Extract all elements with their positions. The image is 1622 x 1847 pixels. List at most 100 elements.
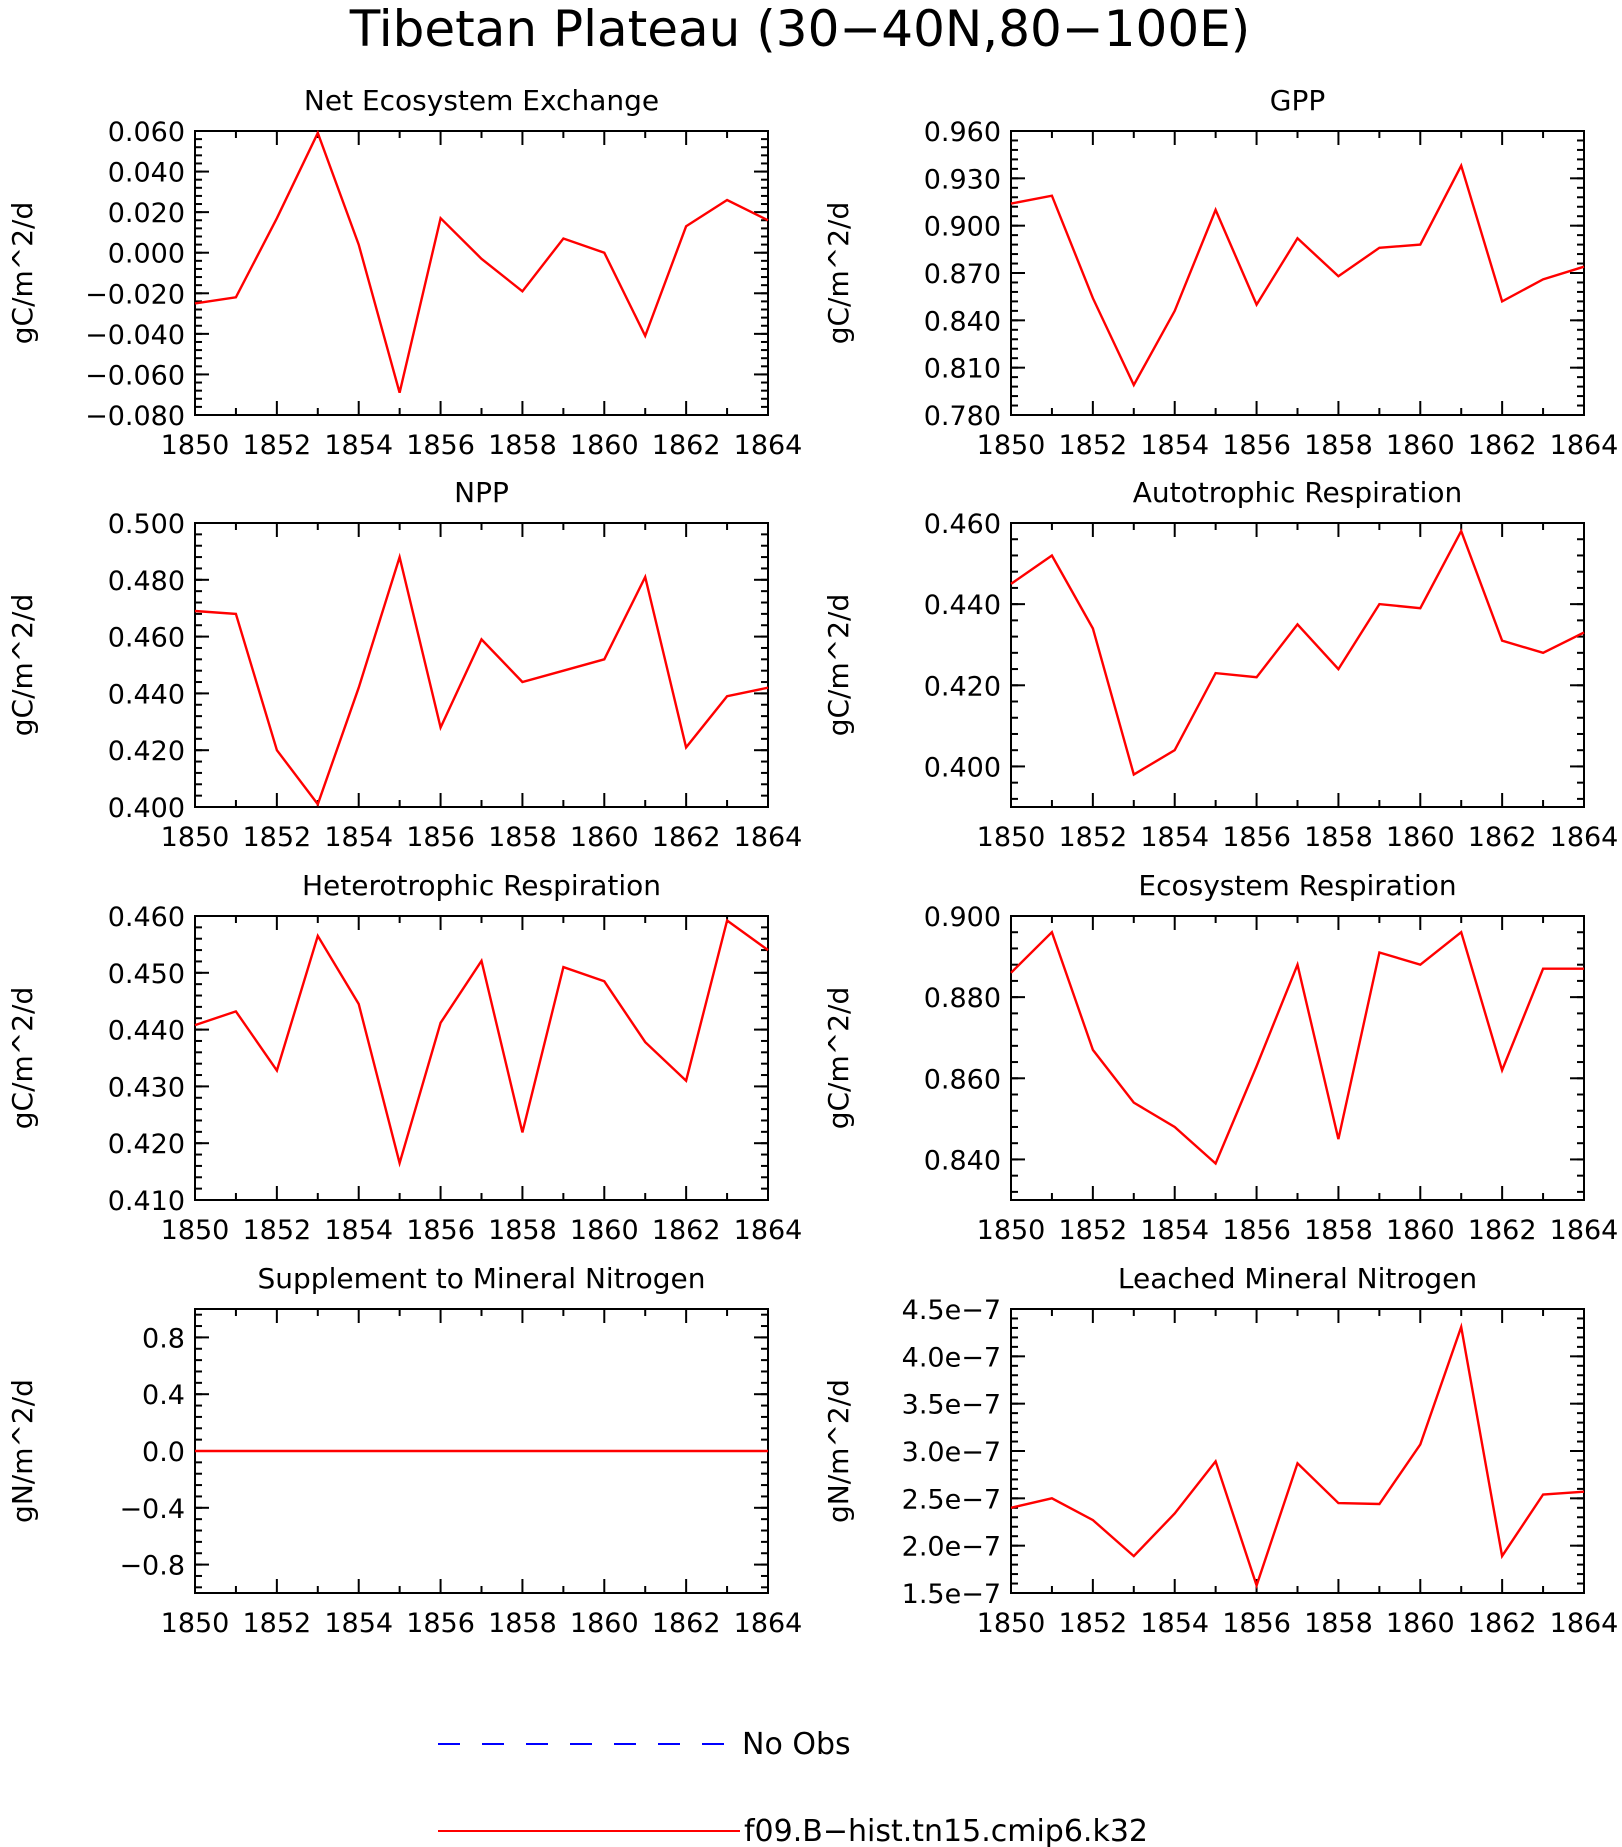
x-tick-label: 1860	[570, 1215, 639, 1246]
series-line	[1010, 1322, 1585, 1590]
x-tick-label: 1854	[1140, 822, 1209, 853]
y-tick-label: 0.420	[108, 736, 185, 767]
x-tick-label: 1854	[324, 1608, 393, 1639]
y-tick-label: 0.000	[108, 239, 185, 270]
y-tick-label: 0.440	[108, 679, 185, 710]
y-tick-label: 0.060	[108, 117, 185, 148]
y-tick-label: 3.5e−7	[902, 1390, 1001, 1421]
y-tick-label: −0.060	[85, 360, 185, 391]
y-axis-label: gC/m^2/d	[6, 594, 39, 737]
panel-heterotrophic-respiration: 1850 1852 1854 1856 1858 1860 1862 1864 0.410 0.4…	[6, 869, 802, 1246]
y-tick-label: 0.870	[924, 259, 1001, 290]
y-tick-label: 2.5e−7	[902, 1484, 1001, 1515]
x-tick-label: 1862	[652, 1215, 721, 1246]
panel-supplement-to-mineral-nitrogen: 1850 1852 1854 1856 1858 1860 1862 1864 −0.8 −0.4…	[6, 1262, 802, 1639]
y-tick-label: 0.880	[924, 983, 1001, 1014]
x-tick-label: 1862	[652, 1608, 721, 1639]
x-tick-label: 1862	[652, 822, 721, 853]
panel-title: Net Ecosystem Exchange	[304, 84, 659, 117]
x-tick-label: 1864	[1550, 822, 1619, 853]
x-tick-label: 1854	[1140, 430, 1209, 461]
x-tick-label: 1864	[1550, 430, 1619, 461]
x-tick-label: 1858	[1304, 430, 1373, 461]
y-tick-label: 0.8	[142, 1323, 185, 1354]
y-axis-label: gC/m^2/d	[6, 987, 39, 1130]
x-tick-label: 1854	[1140, 1608, 1209, 1639]
x-tick-label: 1860	[1386, 430, 1455, 461]
x-tick-label: 1860	[1386, 1608, 1455, 1639]
panel-leached-mineral-nitrogen: 1850 1852 1854 1856 1858 1860 1862 1864 1.5e−7 2.…	[822, 1262, 1618, 1639]
y-tick-label: 3.0e−7	[902, 1437, 1001, 1468]
y-tick-label: 0.440	[924, 590, 1001, 621]
x-tick-label: 1858	[1304, 822, 1373, 853]
plot-frame	[194, 522, 769, 808]
y-axis-label: gN/m^2/d	[6, 1379, 39, 1523]
x-tick-label: 1852	[1058, 1608, 1127, 1639]
x-tick-label: 1864	[734, 1608, 803, 1639]
y-tick-label: 0.040	[108, 158, 185, 189]
legend-label-no-obs: No Obs	[742, 1727, 851, 1762]
series-line	[1010, 930, 1584, 1166]
x-tick-label: 1850	[977, 430, 1046, 461]
y-tick-label: 0.410	[108, 1186, 185, 1217]
plot-frame	[1010, 522, 1585, 808]
x-tick-label: 1858	[488, 430, 557, 461]
plot-frame	[1010, 130, 1585, 416]
y-tick-label: 0.810	[924, 354, 1001, 385]
series-line	[1010, 162, 1585, 388]
x-tick-label: 1860	[1386, 822, 1455, 853]
y-tick-label: 0.020	[108, 198, 185, 229]
x-tick-label: 1860	[570, 822, 639, 853]
y-axis-label: gC/m^2/d	[822, 594, 855, 737]
panel-title: Leached Mineral Nitrogen	[1118, 1262, 1477, 1295]
y-tick-label: 0.780	[924, 401, 1001, 432]
y-tick-label: 0.400	[924, 752, 1001, 783]
x-tick-label: 1854	[324, 822, 393, 853]
y-tick-label: 0.460	[108, 623, 185, 654]
y-tick-label: 0.900	[924, 902, 1001, 933]
panel-net-ecosystem-exchange: 1850 1852 1854 1856 1858 1860 1862 1864 −0.080 −0…	[6, 84, 802, 461]
x-tick-label: 1856	[406, 1608, 475, 1639]
y-tick-label: 0.420	[924, 671, 1001, 702]
y-tick-label: 0.420	[108, 1129, 185, 1160]
x-tick-label: 1856	[1222, 1215, 1291, 1246]
y-tick-label: −0.080	[85, 401, 185, 432]
x-tick-label: 1864	[734, 430, 803, 461]
x-tick-label: 1860	[1386, 1215, 1455, 1246]
y-tick-label: 2.0e−7	[902, 1532, 1001, 1563]
x-tick-label: 1862	[1468, 430, 1537, 461]
x-tick-label: 1852	[1058, 430, 1127, 461]
x-tick-label: 1858	[488, 822, 557, 853]
x-tick-label: 1850	[161, 430, 230, 461]
x-tick-label: 1864	[734, 1215, 803, 1246]
x-tick-label: 1862	[1468, 822, 1537, 853]
x-tick-label: 1862	[652, 430, 721, 461]
y-tick-label: 4.5e−7	[902, 1295, 1001, 1326]
x-tick-label: 1854	[1140, 1215, 1209, 1246]
y-tick-label: 0.430	[108, 1072, 185, 1103]
y-axis-label: gC/m^2/d	[822, 987, 855, 1130]
y-tick-label: 0.840	[924, 1145, 1001, 1176]
series-line	[1010, 528, 1585, 777]
panel-title: GPP	[1270, 84, 1325, 117]
y-tick-label: 0.460	[924, 509, 1001, 540]
x-tick-label: 1856	[1222, 1608, 1291, 1639]
y-tick-label: 0.450	[108, 959, 185, 990]
y-tick-label: −0.020	[85, 279, 185, 310]
x-tick-label: 1850	[161, 1608, 230, 1639]
x-tick-label: 1862	[1468, 1608, 1537, 1639]
chart-panels: 1850 1852 1854 1856 1858 1860 1862 1864 −0.080 −0…	[6, 84, 1618, 1639]
plot-frame	[1010, 1308, 1585, 1594]
series-line	[194, 552, 769, 807]
y-tick-label: 0.400	[108, 793, 185, 824]
series-line	[194, 129, 769, 394]
panel-npp: 1850 1852 1854 1856 1858 1860 1862 1864 0.400 0.4…	[6, 476, 802, 853]
y-tick-label: 0.4	[142, 1380, 185, 1411]
legend: No Obs f09.B−hist.tn15.cmip6.k32	[438, 1727, 1148, 1847]
panel-title: Ecosystem Respiration	[1138, 869, 1456, 902]
y-axis-label: gN/m^2/d	[822, 1379, 855, 1523]
panel-title: Autotrophic Respiration	[1133, 476, 1462, 509]
x-tick-label: 1862	[1468, 1215, 1537, 1246]
x-tick-label: 1850	[977, 822, 1046, 853]
y-tick-label: 0.840	[924, 306, 1001, 337]
